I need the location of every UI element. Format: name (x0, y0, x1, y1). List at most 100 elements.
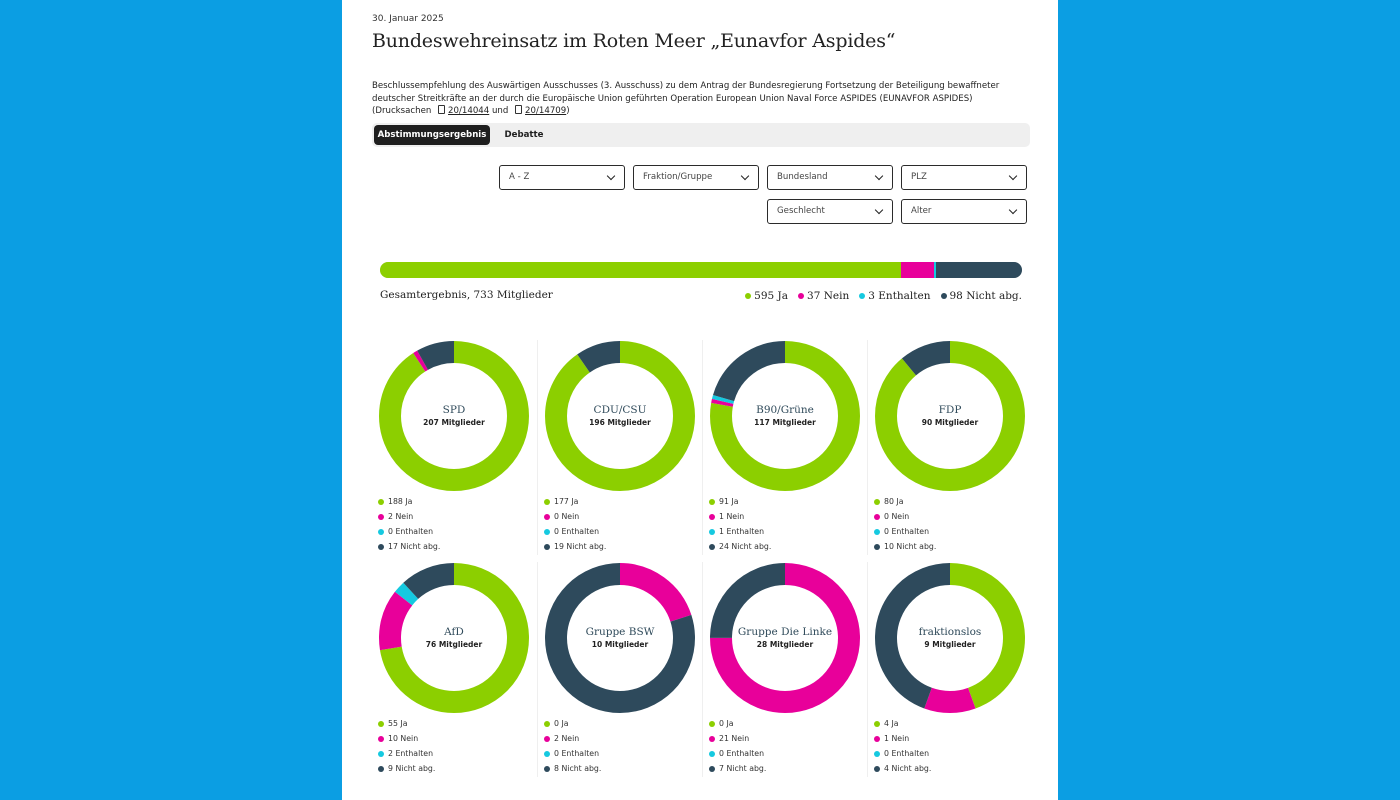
tab-abstimmungsergebnis[interactable]: Abstimmungsergebnis (374, 125, 490, 145)
nein-dot (709, 513, 715, 520)
party-charts-grid: SPD 207 Mitglieder 188 Ja 2 Nein 0 Enthalten… (372, 340, 1032, 780)
legend-ja-label: 595 Ja (754, 290, 789, 302)
nicht-dot (709, 543, 715, 550)
geschlecht-select[interactable]: Geschlecht (767, 199, 893, 224)
party-members: 90 Mitglieder (921, 418, 979, 427)
sort-select[interactable]: A - Z (499, 165, 625, 190)
nicht-dot (874, 765, 880, 772)
legend-label: 1 Nein (719, 512, 745, 521)
legend-label: 24 Nicht abg. (719, 542, 772, 551)
donut-slice-nicht (875, 341, 1025, 491)
legend-label: 10 Nicht abg. (884, 542, 937, 551)
drucksache-link-1[interactable]: 20/14044 (448, 106, 490, 116)
legend-label: 91 Ja (719, 497, 739, 506)
legend-label: 2 Nein (388, 512, 414, 521)
legend-row-enthalten: 0 Enthalten (544, 746, 601, 761)
legend-ja: 595 Ja (745, 290, 788, 302)
enthalten-dot (544, 750, 550, 757)
legend-nicht: 98 Nicht abg. (940, 290, 1023, 302)
party-card: Gruppe BSW 10 Mitglieder 0 Ja 2 Nein 0 Entha… (537, 562, 701, 777)
legend-nein: 37 Nein (798, 290, 849, 302)
party-card: B90/Grüne 117 Mitglieder 91 Ja 1 Nein 1 Enth… (702, 340, 866, 555)
ja-dot (709, 720, 715, 727)
description-and: und (491, 106, 509, 116)
nicht-dot (544, 543, 550, 550)
legend-label: 19 Nicht abg. (554, 542, 607, 551)
legend-label: 0 Ja (554, 719, 569, 728)
drucksache-link-2[interactable]: 20/14709 (525, 106, 567, 116)
nicht-dot (378, 765, 384, 772)
legend-label: 80 Ja (884, 497, 904, 506)
legend-label: 2 Nein (554, 734, 580, 743)
legend-label: 0 Enthalten (554, 749, 600, 758)
party-name: fraktionslos (918, 626, 982, 638)
legend-enthalten: 3 Enthalten (859, 290, 931, 302)
legend-label: 0 Enthalten (884, 527, 930, 536)
legend-label: 188 Ja (388, 497, 413, 506)
nicht-dot (544, 765, 550, 772)
party-name: Gruppe Die Linke (737, 626, 833, 638)
legend-row-enthalten: 0 Enthalten (544, 524, 606, 539)
alter-select[interactable]: Alter (901, 199, 1027, 224)
party-legend: 0 Ja 2 Nein 0 Enthalten 8 Nicht abg. (544, 716, 601, 776)
enthalten-dot (874, 528, 880, 535)
chevron-down-icon (1008, 171, 1018, 181)
party-name: SPD (442, 404, 466, 416)
ja-dot (544, 498, 550, 505)
legend-row-ja: 80 Ja (874, 494, 936, 509)
legend-label: 9 Nicht abg. (388, 764, 436, 773)
legend-label: 0 Ja (719, 719, 734, 728)
legend-enthalten-label: 3 Enthalten (868, 290, 931, 302)
donut-chart (875, 563, 1025, 713)
legend-row-nicht: 17 Nicht abg. (378, 539, 440, 554)
party-members: 28 Mitglieder (756, 640, 814, 649)
donut-chart (545, 563, 695, 713)
party-card: SPD 207 Mitglieder 188 Ja 2 Nein 0 Enthalten… (372, 340, 536, 555)
nein-dot (709, 735, 715, 742)
document-icon (515, 105, 523, 114)
enthalten-dot (378, 750, 384, 757)
legend-label: 17 Nicht abg. (388, 542, 441, 551)
donut-slice-nicht (875, 563, 1025, 713)
nicht-dot (874, 543, 880, 550)
nein-dot (544, 513, 550, 520)
chevron-down-icon (874, 171, 884, 181)
legend-row-ja: 177 Ja (544, 494, 606, 509)
plz-select[interactable]: PLZ (901, 165, 1027, 190)
legend-nicht-label: 98 Nicht abg. (949, 290, 1023, 302)
ja-dot (378, 720, 384, 727)
tab-debatte[interactable]: Debatte (504, 130, 544, 140)
legend-row-enthalten: 0 Enthalten (874, 524, 936, 539)
document-icon (438, 105, 446, 114)
legend-row-nicht: 4 Nicht abg. (874, 761, 931, 776)
donut-chart (379, 341, 529, 491)
enthalten-dot (378, 528, 384, 535)
donut-slice-nicht (710, 341, 860, 491)
party-members: 10 Mitglieder (591, 640, 649, 649)
party-card: Gruppe Die Linke 28 Mitglieder 0 Ja 21 Nein… (702, 562, 866, 777)
legend-row-nein: 1 Nein (874, 731, 931, 746)
legend-row-nein: 2 Nein (544, 731, 601, 746)
legend-label: 177 Ja (554, 497, 579, 506)
legend-row-nein: 1 Nein (709, 509, 771, 524)
legend-label: 55 Ja (388, 719, 408, 728)
ja-dot (745, 293, 752, 299)
legend-row-nein: 0 Nein (544, 509, 606, 524)
legend-label: 2 Enthalten (388, 749, 434, 758)
donut-slice-nicht (379, 341, 529, 491)
donut-chart (545, 341, 695, 491)
party-legend: 4 Ja 1 Nein 0 Enthalten 4 Nicht abg. (874, 716, 931, 776)
legend-label: 0 Nein (884, 512, 910, 521)
legend-row-nein: 10 Nein (378, 731, 435, 746)
party-card: CDU/CSU 196 Mitglieder 177 Ja 0 Nein 0 Entha… (537, 340, 701, 555)
donut-slice-nicht (379, 563, 529, 713)
party-name: FDP (938, 404, 962, 416)
enthalten-dot (544, 528, 550, 535)
donut-chart (379, 563, 529, 713)
legend-row-nicht: 10 Nicht abg. (874, 539, 936, 554)
donut-slice-ja (875, 341, 1025, 491)
donut-slice-nein (875, 563, 1025, 713)
bundesland-select[interactable]: Bundesland (767, 165, 893, 190)
fraktion-select[interactable]: Fraktion/Gruppe (633, 165, 759, 190)
enthalten-dot (709, 528, 715, 535)
